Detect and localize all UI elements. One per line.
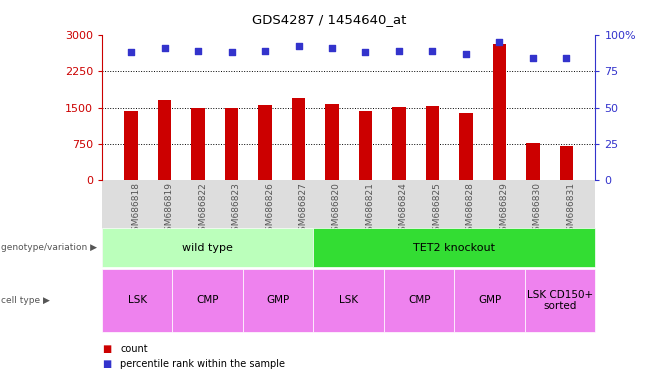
Point [461, 50, 471, 56]
Bar [225, 109, 238, 180]
Bar [392, 107, 405, 180]
Text: ■: ■ [102, 359, 111, 369]
Point [528, 55, 538, 61]
Bar [359, 111, 372, 180]
Bar [158, 100, 171, 180]
Point [494, 39, 505, 45]
Point [226, 49, 237, 55]
Point [427, 48, 438, 54]
Point [327, 45, 338, 51]
Text: GMP: GMP [478, 295, 501, 306]
Point [561, 55, 572, 61]
Bar [191, 108, 205, 180]
Bar [560, 146, 573, 180]
Text: LSK CD150+
sorted: LSK CD150+ sorted [527, 290, 594, 311]
Text: LSK: LSK [128, 295, 147, 306]
Text: CMP: CMP [197, 295, 219, 306]
Bar [459, 113, 472, 180]
Text: cell type ▶: cell type ▶ [1, 296, 50, 305]
Text: TET2 knockout: TET2 knockout [413, 243, 495, 253]
Point [193, 48, 203, 54]
Point [360, 49, 370, 55]
Bar [325, 104, 339, 180]
Text: GMP: GMP [266, 295, 290, 306]
Bar [526, 142, 540, 180]
Text: CMP: CMP [408, 295, 430, 306]
Point [159, 45, 170, 51]
Point [260, 48, 270, 54]
Text: ■: ■ [102, 344, 111, 354]
Point [293, 43, 304, 49]
Bar [493, 44, 506, 180]
Bar [259, 104, 272, 180]
Bar [124, 111, 138, 180]
Point [126, 49, 136, 55]
Text: wild type: wild type [182, 243, 233, 253]
Bar [426, 106, 439, 180]
Text: count: count [120, 344, 148, 354]
Bar [292, 98, 305, 180]
Point [393, 48, 404, 54]
Text: genotype/variation ▶: genotype/variation ▶ [1, 243, 97, 252]
Text: LSK: LSK [339, 295, 359, 306]
Text: GDS4287 / 1454640_at: GDS4287 / 1454640_at [252, 13, 406, 26]
Text: percentile rank within the sample: percentile rank within the sample [120, 359, 286, 369]
